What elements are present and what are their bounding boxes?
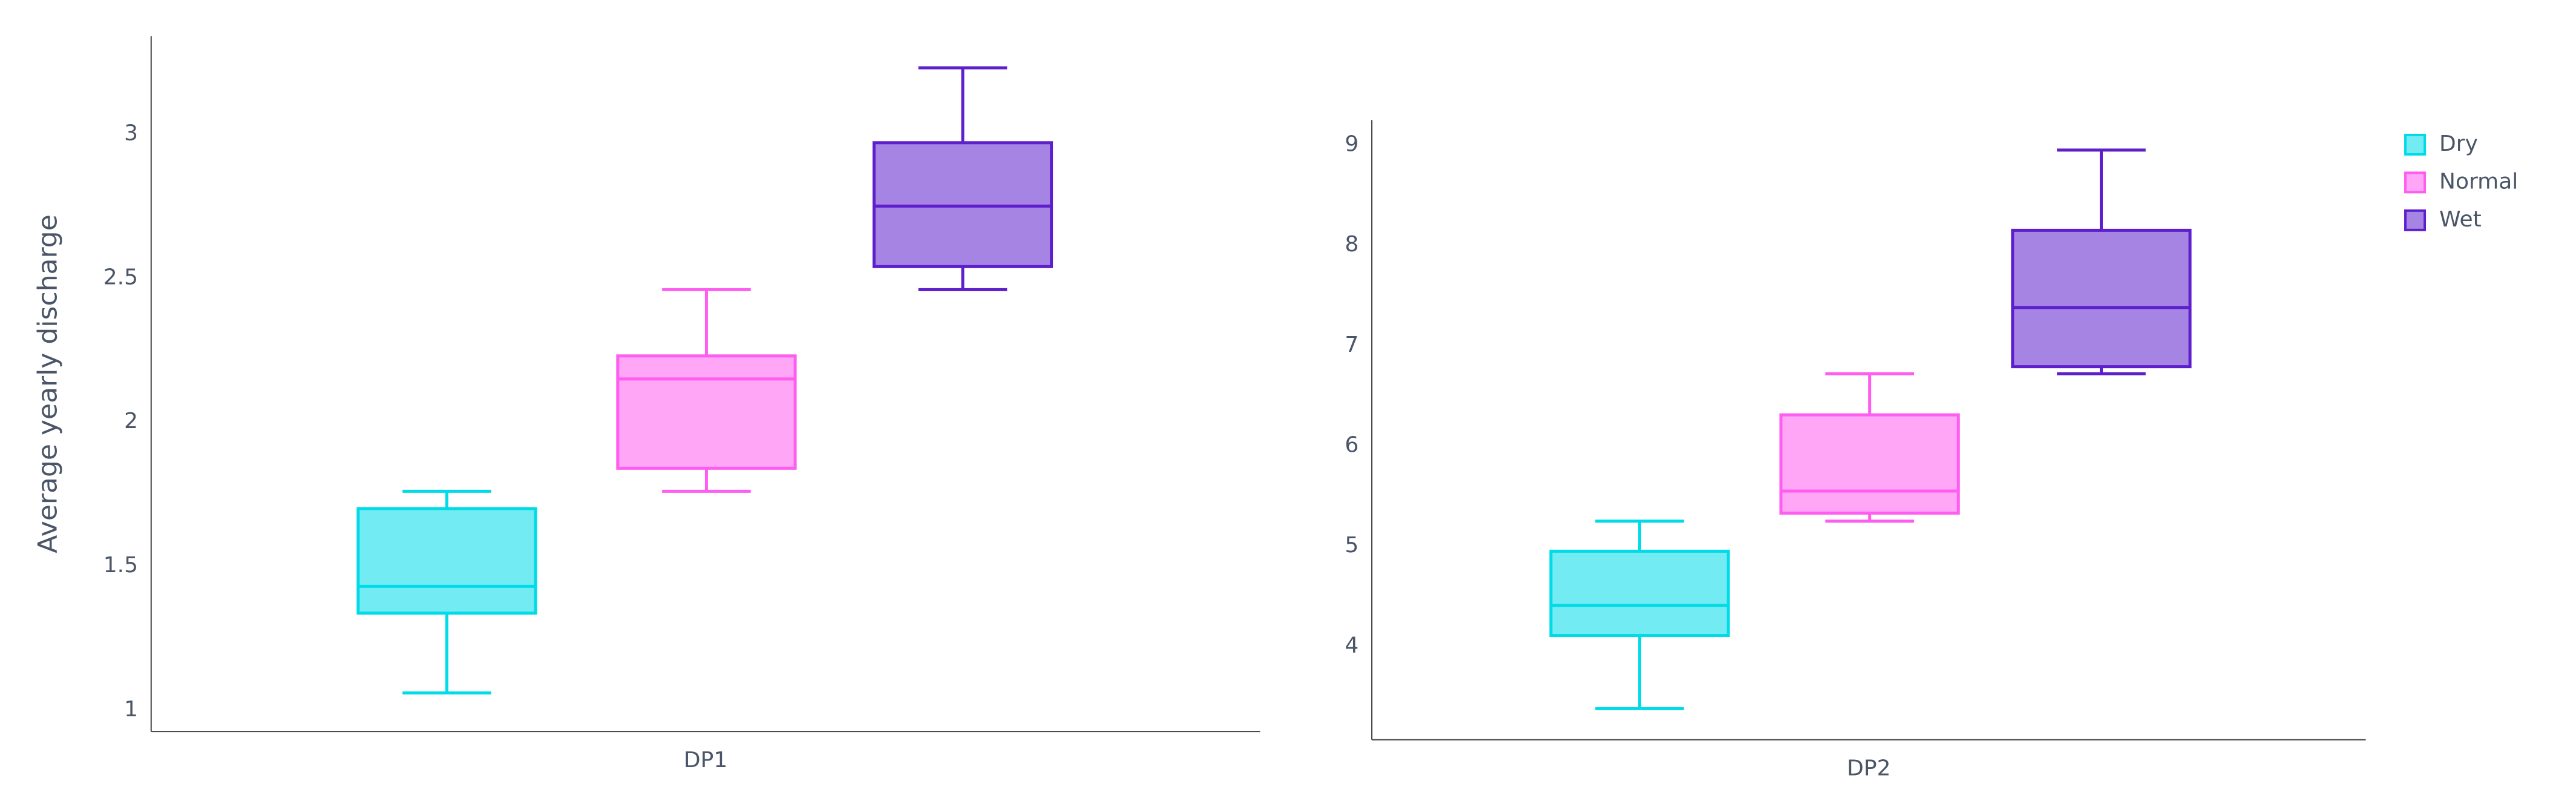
legend-label: Normal bbox=[2439, 169, 2518, 194]
y-tick-label: 6 bbox=[1345, 432, 1358, 457]
box bbox=[1549, 549, 1730, 638]
y-tick-label: 2 bbox=[124, 409, 138, 434]
y-tick-label: 8 bbox=[1345, 232, 1358, 257]
legend-swatch bbox=[2404, 171, 2427, 194]
y-tick-label: 2.5 bbox=[103, 265, 138, 289]
box bbox=[616, 354, 797, 470]
legend-swatch bbox=[2404, 133, 2427, 156]
x-tick-label: DP2 bbox=[1847, 756, 1890, 781]
legend-label: Dry bbox=[2439, 131, 2478, 156]
box bbox=[2011, 228, 2192, 369]
y-tick-label: 5 bbox=[1345, 533, 1358, 558]
box bbox=[1779, 413, 1960, 515]
legend-label: Wet bbox=[2439, 207, 2482, 232]
y-tick-label: 3 bbox=[124, 120, 138, 145]
y-tick-label: 4 bbox=[1345, 633, 1358, 658]
box bbox=[356, 507, 537, 615]
x-tick-label: DP1 bbox=[684, 748, 727, 773]
y-tick-label: 1 bbox=[124, 697, 138, 722]
y-tick-label: 1.5 bbox=[103, 553, 138, 578]
y-tick-label: 9 bbox=[1345, 132, 1358, 157]
y-tick-label: 7 bbox=[1345, 332, 1358, 357]
y-axis-title: Average yearly discharge bbox=[32, 214, 63, 553]
legend-swatch bbox=[2404, 209, 2427, 231]
